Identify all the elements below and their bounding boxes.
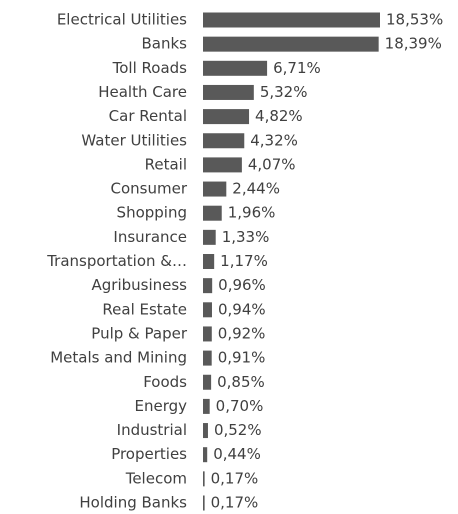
value-label: 2,44% (232, 180, 280, 198)
category-label: Water Utilities (81, 131, 187, 149)
value-label: 0,17% (211, 494, 259, 512)
category-label: Consumer (111, 180, 188, 198)
value-label: 4,07% (248, 155, 296, 173)
value-label: 1,96% (228, 204, 276, 222)
bar (203, 60, 268, 76)
category-label: Real Estate (102, 300, 187, 318)
value-label: 4,32% (250, 131, 298, 149)
category-label: Holding Banks (79, 494, 187, 512)
category-label: Properties (111, 445, 187, 463)
bar (203, 471, 205, 487)
bar (203, 157, 242, 173)
category-label: Metals and Mining (50, 349, 187, 367)
bar (203, 350, 212, 366)
bar (203, 398, 210, 414)
category-label: Car Rental (109, 107, 187, 125)
bar (203, 447, 208, 463)
value-label: 1,17% (220, 252, 268, 270)
category-label: Agribusiness (92, 276, 188, 294)
value-label: 18,39% (385, 35, 442, 53)
bar (203, 36, 379, 52)
category-label: Telecom (125, 469, 187, 487)
bar (203, 84, 254, 100)
value-label: 0,85% (217, 373, 265, 391)
value-label: 4,82% (255, 107, 303, 125)
value-label: 0,94% (218, 300, 266, 318)
category-label: Energy (134, 397, 187, 415)
value-label: 0,52% (214, 421, 262, 439)
category-label: Transportation &… (46, 252, 187, 270)
bar (203, 423, 208, 439)
value-label: 0,17% (211, 469, 259, 487)
value-label: 1,33% (222, 228, 270, 246)
value-label: 18,53% (386, 11, 443, 29)
category-label: Toll Roads (112, 59, 188, 77)
bar (203, 495, 205, 511)
category-label: Banks (142, 35, 188, 53)
bar (203, 109, 250, 125)
bar (203, 12, 380, 28)
category-label: Industrial (117, 421, 187, 439)
value-label: 0,92% (218, 324, 266, 342)
category-label: Retail (145, 155, 187, 173)
bar (203, 374, 212, 390)
value-label: 6,71% (273, 59, 321, 77)
bar (203, 302, 212, 318)
value-label: 0,44% (213, 445, 261, 463)
category-label: Foods (143, 373, 187, 391)
value-label: 0,70% (216, 397, 264, 415)
category-label: Electrical Utilities (57, 11, 187, 29)
bar (203, 205, 222, 221)
bar (203, 133, 245, 149)
bar (203, 254, 215, 269)
category-label: Pulp & Paper (91, 324, 188, 342)
bar (203, 229, 216, 245)
bar (203, 326, 212, 342)
bar (203, 278, 213, 294)
category-label: Insurance (113, 228, 187, 246)
value-label: 0,91% (218, 349, 266, 367)
category-label: Shopping (117, 204, 187, 222)
bar (203, 181, 227, 197)
value-label: 5,32% (260, 83, 308, 101)
value-label: 0,96% (218, 276, 266, 294)
category-label: Health Care (98, 83, 187, 101)
